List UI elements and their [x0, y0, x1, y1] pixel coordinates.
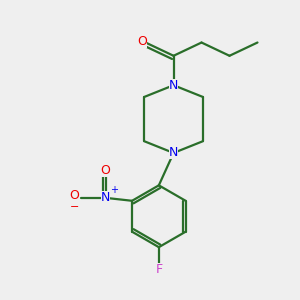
Text: N: N [169, 146, 178, 159]
Text: N: N [101, 191, 110, 204]
Text: F: F [155, 263, 162, 276]
Text: −: − [69, 202, 79, 212]
Text: O: O [69, 189, 79, 202]
Text: O: O [100, 164, 110, 177]
Text: N: N [169, 79, 178, 92]
Text: +: + [110, 185, 118, 196]
Text: O: O [137, 34, 147, 48]
